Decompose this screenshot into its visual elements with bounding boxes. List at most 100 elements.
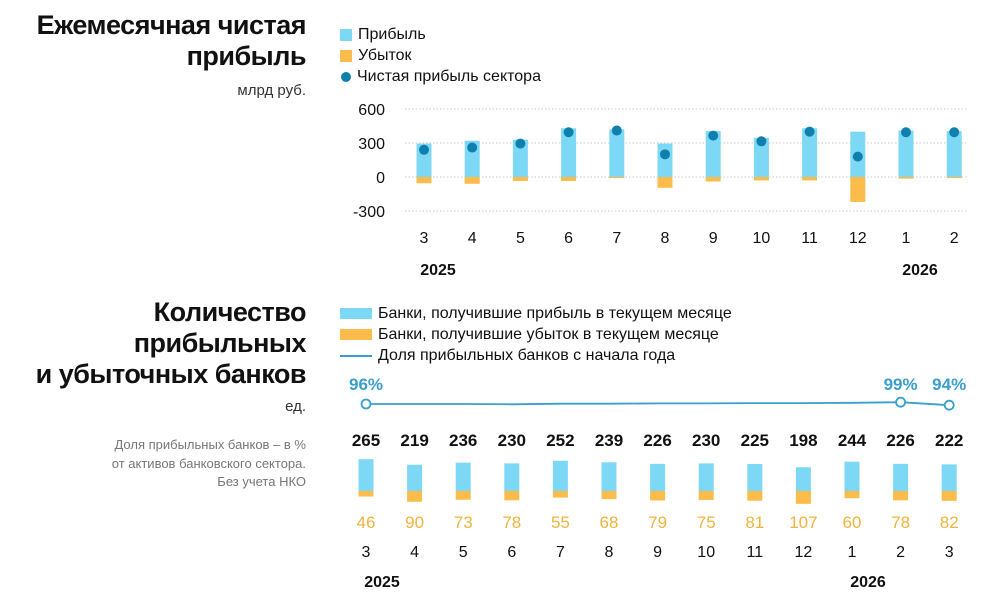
- chart1-loss-bar: [416, 177, 432, 184]
- chart2-profit-bar: [601, 462, 617, 491]
- chart2-x-tick-label: 12: [795, 544, 813, 561]
- note-line-2: от активов банковского сектора.: [111, 455, 306, 471]
- chart1-profit-bar: [898, 130, 914, 177]
- chart2-loss-bar: [650, 491, 666, 501]
- chart2-title: Количество прибыльных и убыточных банков: [35, 297, 307, 390]
- chart1-net-dot: [563, 127, 574, 138]
- chart2-unit: ед.: [285, 398, 306, 415]
- chart2-loss-bar: [844, 491, 860, 499]
- legend-loss-banks-swatch: [340, 329, 372, 340]
- chart2-loss-value: 78: [891, 513, 910, 532]
- chart2-profit-bar: [504, 463, 520, 491]
- chart1-loss-bar: [898, 177, 914, 179]
- chart2-profit-bar: [795, 467, 811, 491]
- chart2-share-label: 94%: [932, 375, 966, 394]
- chart2-x-tick-label: 4: [410, 544, 419, 561]
- chart1-loss-bar: [464, 177, 480, 184]
- legend-share-line-label: Доля прибыльных банков с начала года: [378, 346, 676, 364]
- chart2-loss-value: 60: [843, 513, 862, 532]
- chart2-title-line-1: Количество: [153, 297, 307, 327]
- chart1-legend: Прибыль Убыток Чистая прибыль сектора: [340, 24, 541, 87]
- chart1-profit-bar: [561, 128, 577, 177]
- chart2-x-tick-label: 2: [896, 544, 905, 561]
- chart2-year-label: 2026: [850, 574, 886, 591]
- chart1-profit-bar: [657, 143, 673, 177]
- chart2-profit-bar: [747, 464, 763, 491]
- chart2-profit-bar: [358, 459, 374, 491]
- legend-profit-swatch: [340, 28, 352, 41]
- chart1-x-tick-label: 11: [801, 230, 818, 247]
- chart1-profit-bar: [753, 137, 769, 177]
- chart2-profit-bar: [941, 464, 957, 491]
- chart1-x-tick-label: 1: [902, 230, 911, 247]
- chart1-ytick-label: 0: [376, 170, 385, 187]
- chart1-x-tick-label: 8: [661, 230, 670, 247]
- chart2-loss-bar: [455, 491, 471, 500]
- chart2-x-tick-label: 3: [945, 544, 954, 561]
- chart2-x-tick-label: 7: [556, 544, 565, 561]
- chart2-profit-bar: [893, 463, 909, 491]
- note-line-3: Без учета НКО: [217, 474, 306, 489]
- chart2-profit-value: 230: [498, 431, 526, 450]
- chart2-loss-value: 81: [745, 513, 764, 532]
- chart1-loss-bar: [657, 177, 673, 188]
- chart2-x-tick-label: 10: [697, 544, 715, 561]
- chart1-x-tick-label: 5: [516, 230, 525, 247]
- legend-loss: Убыток: [340, 45, 541, 66]
- chart1-profit-bar: [705, 131, 721, 177]
- chart1-net-dot: [756, 136, 767, 147]
- chart2-loss-value: 73: [454, 513, 473, 532]
- chart2-profit-value: 222: [935, 431, 963, 450]
- chart2-share-marker: [895, 396, 906, 408]
- chart1-loss-bar: [850, 177, 866, 202]
- chart2-share-label: 99%: [884, 375, 918, 394]
- chart1-loss-bar: [753, 177, 769, 181]
- chart1-profit-bar: [946, 131, 962, 177]
- chart1-profit-bar: [802, 128, 818, 177]
- chart2-title-line-3: и убыточных банков: [35, 359, 307, 389]
- chart1-net-dot: [949, 127, 960, 138]
- chart2-loss-value: 79: [648, 513, 667, 532]
- chart1-net-dot: [852, 151, 863, 162]
- chart2-profit-value: 230: [692, 431, 720, 450]
- chart2-loss-value: 90: [405, 513, 424, 532]
- chart2-x-tick-label: 9: [653, 544, 662, 561]
- legend-loss-swatch: [340, 49, 352, 62]
- chart2-loss-value: 82: [940, 513, 959, 532]
- chart1-net-dot: [515, 138, 526, 149]
- chart2-share-marker: [360, 398, 372, 410]
- legend-net-dot: [341, 71, 351, 82]
- chart1-ytick-label: 600: [358, 102, 385, 119]
- chart2-x-tick-label: 8: [605, 544, 614, 561]
- chart1-loss-bar: [705, 177, 721, 182]
- chart2-profit-value: 244: [838, 431, 867, 450]
- chart2-profit-bar: [698, 463, 714, 491]
- chart2-loss-bar: [941, 491, 957, 501]
- chart2-x-tick-label: 11: [746, 544, 763, 561]
- chart1-loss-bar: [512, 177, 528, 181]
- chart2-profit-value: 219: [400, 431, 428, 450]
- chart2-profit-bar: [650, 463, 666, 491]
- legend-share-line: Доля прибыльных банков с начала года: [340, 345, 732, 366]
- chart1-ytick-label: -300: [353, 204, 385, 221]
- chart2-x-tick-label: 6: [507, 544, 516, 561]
- chart1-ytick-label: 300: [358, 136, 385, 153]
- chart1-loss-bar: [561, 177, 577, 181]
- chart2-note: Доля прибыльных банков – в % от активов …: [112, 436, 306, 492]
- chart2-profit-value: 198: [789, 431, 817, 450]
- legend-loss-banks-label: Банки, получившие убыток в текущем месяц…: [378, 325, 719, 343]
- chart2-loss-bar: [795, 491, 811, 504]
- chart1-x-tick-label: 12: [849, 230, 867, 247]
- chart2-profit-value: 239: [595, 431, 623, 450]
- chart2-legend: Банки, получившие прибыль в текущем меся…: [340, 303, 732, 366]
- chart2-share-marker: [943, 399, 955, 411]
- legend-net-label: Чистая прибыль сектора: [357, 67, 541, 85]
- chart2-loss-value: 78: [502, 513, 521, 532]
- chart2-loss-bar: [504, 491, 520, 501]
- chart2-loss-bar: [698, 491, 714, 500]
- chart2-profit-bar: [844, 461, 860, 491]
- chart2-share-label: 96%: [349, 375, 383, 394]
- chart2-share-line: [366, 401, 950, 407]
- chart1-title: Ежемесячная чистая прибыль: [36, 10, 307, 71]
- chart1-x-tick-label: 6: [564, 230, 573, 247]
